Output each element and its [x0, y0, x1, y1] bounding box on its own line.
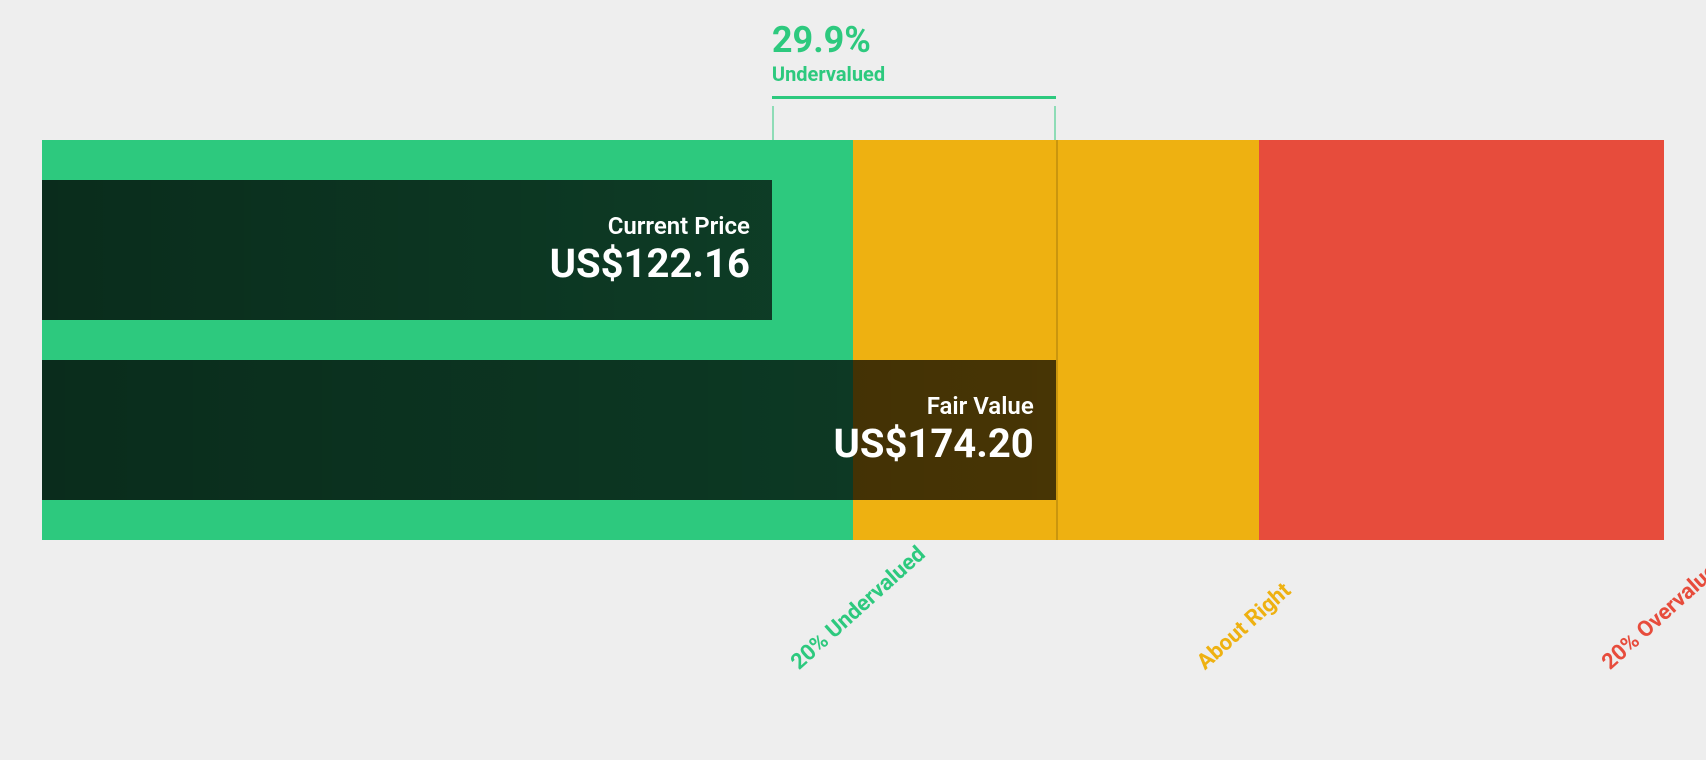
headline-rule — [772, 96, 1056, 99]
zone-label-overvalued: 20% Overvalued — [1597, 550, 1706, 675]
zone-bands: Current Price US$122.16 Fair Value US$17… — [42, 140, 1664, 540]
headline-annotation: 29.9% Undervalued — [772, 22, 1056, 99]
fair-value-bar: Fair Value US$174.20 — [42, 360, 1056, 500]
current-price-bar: Current Price US$122.16 — [42, 180, 772, 320]
fair-value-value: US$174.20 — [833, 421, 1033, 467]
fair-value-guide-line — [1056, 140, 1058, 540]
headline-tick-right — [1054, 106, 1056, 140]
headline-percent: 29.9% — [772, 22, 1056, 60]
headline-tick-left — [772, 106, 774, 140]
valuation-chart: 29.9% Undervalued Current Price US$122.1… — [42, 0, 1664, 760]
current-price-value: US$122.16 — [550, 241, 750, 287]
zone-label-about-right: About Right — [1192, 578, 1296, 675]
current-price-label: Current Price — [608, 213, 750, 241]
zone-overvalued — [1259, 140, 1665, 540]
fair-value-label: Fair Value — [927, 393, 1034, 421]
headline-label: Undervalued — [772, 62, 1056, 86]
zone-label-undervalued: 20% Undervalued — [786, 542, 930, 675]
